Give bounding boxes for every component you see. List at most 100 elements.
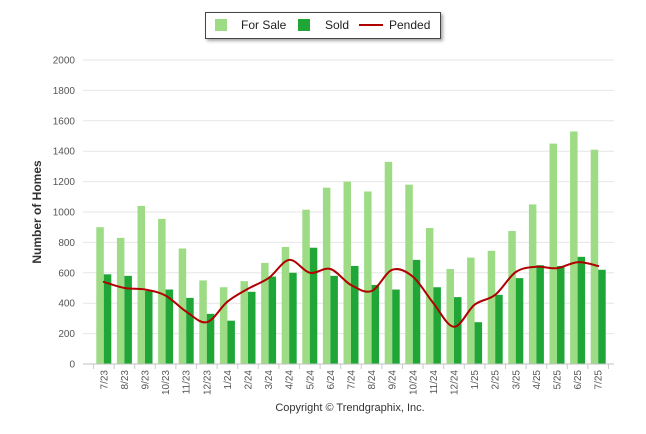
for-sale-bar — [487, 250, 496, 364]
y-axis-label: Number of Homes — [30, 160, 44, 264]
y-tick-label: 0 — [69, 360, 75, 371]
for-sale-bar — [446, 269, 454, 364]
y-tick-label: 1600 — [53, 116, 76, 127]
legend-item-pended[interactable]: Pended — [354, 13, 440, 38]
x-tick-marks — [93, 364, 609, 369]
sold-bar — [289, 272, 297, 364]
x-tick-label: 10/23 — [161, 370, 172, 395]
for-sale-bar — [570, 131, 578, 364]
sold-bar — [309, 247, 318, 364]
sold-bar — [268, 276, 277, 364]
y-tick-label: 1000 — [53, 208, 76, 219]
x-tick-label: 10/24 — [408, 370, 419, 395]
for-sale-bar — [96, 227, 104, 364]
for-sale-bar — [590, 149, 599, 364]
sold-bar — [577, 256, 586, 364]
x-tick-label: 4/25 — [532, 370, 543, 390]
sold-bar — [206, 313, 215, 364]
for-sale-bar — [343, 181, 351, 364]
sold-bar — [145, 291, 153, 364]
x-tick-label: 12/23 — [202, 370, 213, 395]
pended-swatch — [359, 24, 383, 26]
y-tick-label: 1200 — [53, 177, 76, 188]
for-sale-bar — [219, 287, 228, 364]
for-sale-bar — [302, 209, 310, 364]
sold-swatch — [298, 19, 310, 31]
legend-label-for-sale: For Sale — [241, 18, 287, 32]
x-tick-label: 6/25 — [573, 370, 584, 390]
y-tick-label: 1400 — [53, 147, 76, 158]
sold-bar — [495, 294, 503, 364]
for-sale-bar — [261, 262, 269, 364]
x-tick-label: 7/25 — [594, 370, 605, 390]
x-tick-label: 7/23 — [99, 370, 110, 390]
y-tick-label: 400 — [58, 299, 75, 310]
for-sale-bar — [137, 205, 145, 364]
y-tick-label: 600 — [58, 268, 75, 279]
for-sale-bar — [425, 227, 434, 364]
for-sale-bar — [467, 257, 475, 364]
sold-bar — [165, 289, 174, 364]
for-sale-bar — [116, 237, 125, 364]
legend-label-pended: Pended — [389, 18, 431, 32]
x-tick-label: 12/24 — [450, 370, 461, 395]
sold-bar — [351, 265, 359, 364]
sold-bar — [248, 291, 256, 364]
x-tick-label: 5/25 — [553, 370, 564, 390]
for-sale-bar — [508, 231, 516, 364]
legend: For Sale Sold Pended — [205, 12, 441, 39]
for-sale-bar — [549, 143, 557, 364]
sold-bar — [515, 278, 524, 364]
sold-bar — [186, 297, 194, 364]
x-tick-label: 3/24 — [264, 370, 275, 390]
x-tick-label: 8/23 — [120, 370, 131, 390]
y-tick-label: 800 — [58, 238, 75, 249]
x-tick-label: 4/24 — [285, 370, 296, 390]
sold-bar — [227, 320, 235, 364]
x-tick-label: 8/24 — [367, 370, 378, 390]
x-tick-label: 9/23 — [141, 370, 152, 390]
for-sale-bar — [322, 187, 331, 364]
x-tick-label: 11/24 — [429, 370, 440, 395]
for-sale-bar — [364, 191, 372, 364]
x-tick-label: 1/25 — [470, 370, 481, 390]
y-tick-label: 2000 — [53, 56, 76, 67]
copyright-footer: Copyright © Trendgraphix, Inc. — [275, 402, 425, 414]
sold-bar — [536, 265, 544, 364]
y-tick-labels: 0 200 400 600 800 1000 1200 1400 1600 1800 2000 — [53, 56, 76, 371]
for-sale-bar — [240, 281, 248, 364]
for-sale-bar — [528, 204, 537, 364]
x-tick-label: 3/25 — [511, 370, 522, 390]
x-tick-label: 5/24 — [305, 370, 316, 390]
x-tick-labels: 7/23 8/23 9/23 10/23 11/23 12/23 1/24 2/24 3/24 4… — [99, 370, 604, 395]
legend-item-sold[interactable]: Sold — [292, 13, 352, 38]
sold-bar — [557, 265, 565, 364]
sold-bar — [454, 297, 462, 364]
x-tick-label: 2/25 — [491, 370, 502, 390]
sold-bar — [598, 269, 606, 364]
x-tick-label: 2/24 — [244, 370, 255, 390]
pended-line — [102, 258, 600, 328]
sold-bar — [124, 275, 132, 364]
sold-bar — [474, 322, 483, 364]
for-sale-bar — [158, 218, 166, 364]
x-tick-label: 9/24 — [388, 370, 399, 390]
for-sale-bar — [178, 248, 187, 364]
y-tick-label: 1800 — [53, 86, 76, 97]
sold-bar — [392, 289, 400, 364]
for-sale-bar — [384, 161, 393, 364]
sold-bar — [433, 287, 441, 364]
y-tick-label: 200 — [58, 329, 75, 340]
legend-item-for-sale[interactable]: For Sale — [206, 13, 291, 38]
x-tick-label: 7/24 — [347, 370, 358, 390]
sold-bars — [103, 247, 606, 364]
sold-bar — [371, 284, 380, 364]
for-sale-bar — [281, 246, 290, 364]
sold-bar — [330, 275, 338, 364]
for-sale-swatch — [215, 19, 227, 31]
sold-bar — [103, 274, 112, 364]
x-tick-label: 11/23 — [182, 370, 193, 395]
sold-bar — [412, 259, 421, 364]
